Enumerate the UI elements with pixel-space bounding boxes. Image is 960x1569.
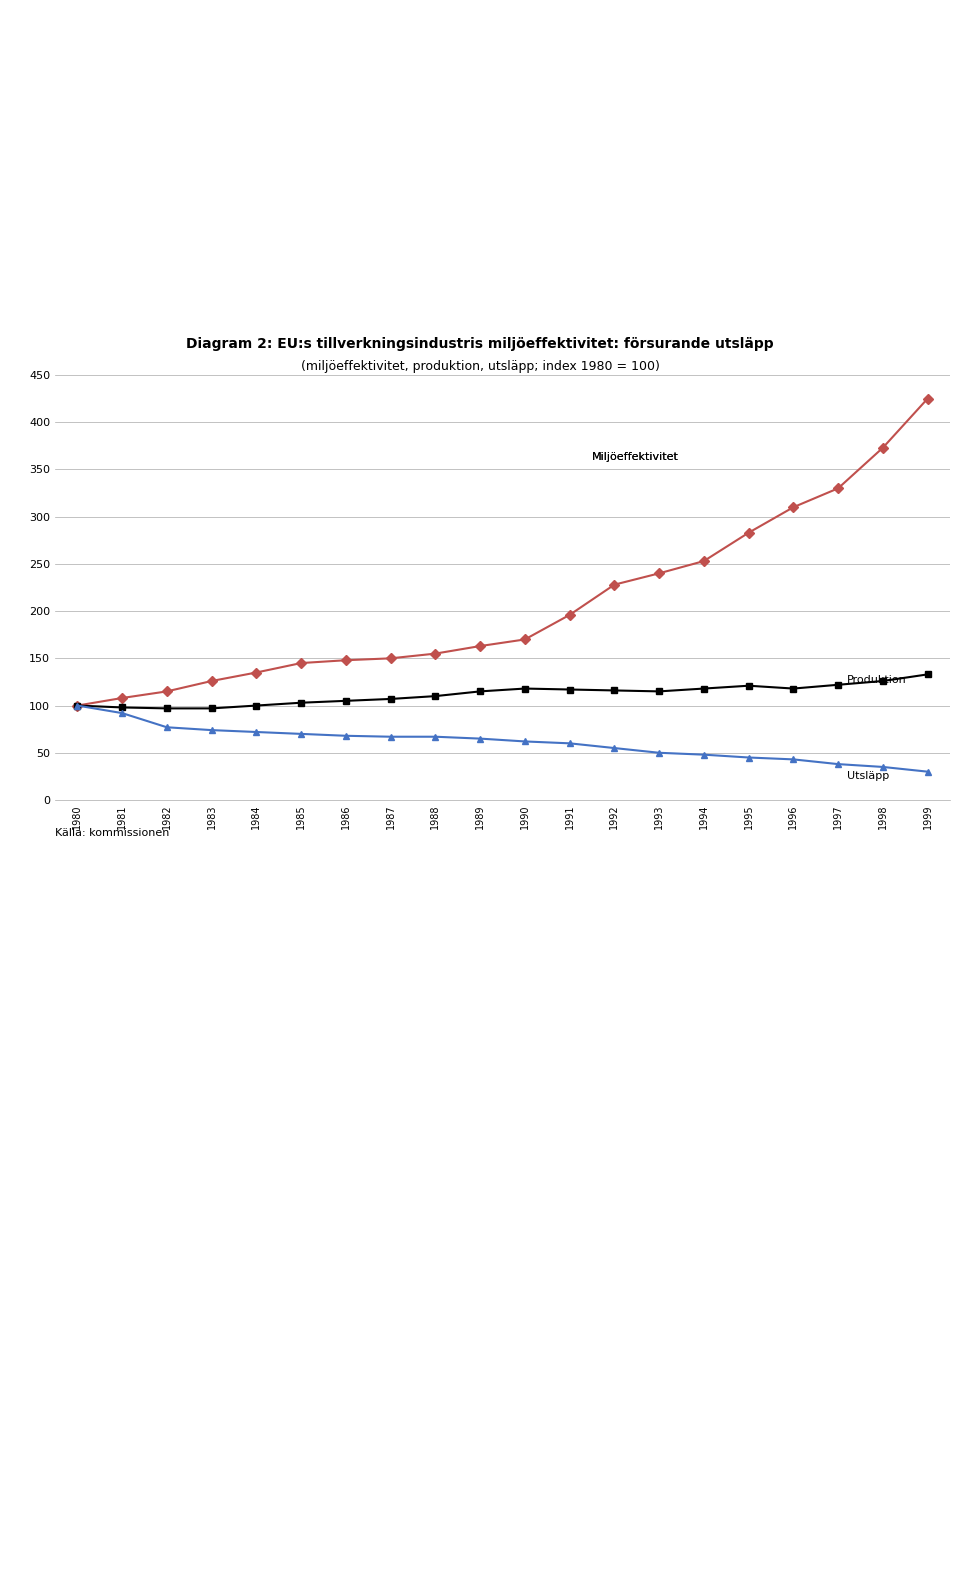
Text: Källa: kommissionen: Källa: kommissionen — [55, 828, 169, 838]
Text: Diagram 2: EU:s tillverkningsindustris miljöeffektivitet: försurande utsläpp: Diagram 2: EU:s tillverkningsindustris m… — [186, 337, 774, 351]
Text: Utsläpp: Utsläpp — [847, 772, 889, 781]
Text: Miljöeffektivitet: Miljöeffektivitet — [592, 452, 679, 461]
Text: (miljöeffektivitet, produktion, utsläpp; index 1980 = 100): (miljöeffektivitet, produktion, utsläpp;… — [300, 361, 660, 373]
Text: Miljöeffektivitet: Miljöeffektivitet — [592, 452, 679, 461]
Text: Produktion: Produktion — [847, 675, 907, 686]
